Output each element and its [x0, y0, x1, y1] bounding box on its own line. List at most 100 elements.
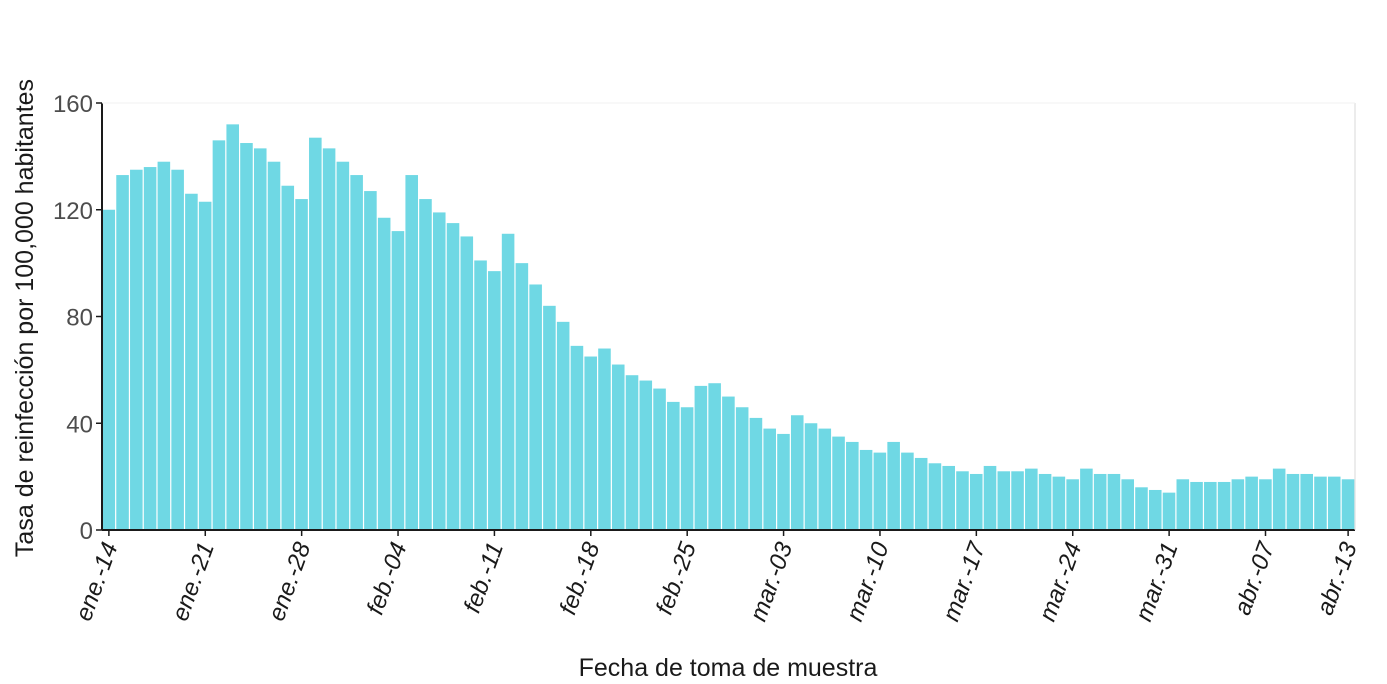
bar: [735, 407, 749, 530]
bar: [1093, 473, 1107, 530]
bar: [1148, 489, 1162, 530]
y-tick-label: 0: [80, 518, 93, 545]
x-tick-label: abr.-13: [1312, 538, 1363, 618]
bar: [157, 161, 171, 530]
x-tick-label: abr.-07: [1229, 537, 1281, 618]
bar: [240, 143, 253, 530]
y-tick-label: 120: [53, 198, 93, 225]
bar: [763, 428, 776, 530]
bar: [253, 148, 267, 530]
bar: [1327, 476, 1341, 531]
bar: [887, 441, 900, 530]
bar: [777, 433, 790, 530]
bar: [790, 415, 804, 530]
bar: [432, 212, 446, 531]
bar: [501, 233, 515, 530]
bar: [832, 436, 845, 530]
bar: [804, 423, 818, 530]
bar: [680, 407, 694, 530]
bar: [956, 471, 969, 530]
bar: [997, 471, 1011, 530]
bars-group: [102, 124, 1355, 531]
x-tick-label: feb.-18: [555, 538, 606, 618]
bar: [1217, 481, 1231, 530]
y-tick-label: 40: [66, 411, 93, 438]
bar: [377, 217, 391, 530]
bar: [1080, 468, 1093, 530]
bar: [969, 473, 983, 530]
bar: [942, 465, 955, 530]
bar: [130, 169, 143, 530]
x-tick-label: ene.-28: [263, 538, 316, 624]
bar: [1259, 479, 1272, 530]
bar: [102, 209, 116, 530]
bar: [460, 236, 474, 530]
x-tick-label: mar.-17: [938, 537, 992, 625]
bar: [983, 465, 997, 530]
bar: [529, 284, 542, 530]
bar: [309, 137, 322, 530]
bar: [873, 452, 887, 530]
x-tick-label: mar.-31: [1130, 539, 1183, 625]
bar: [281, 185, 295, 531]
bar: [1231, 479, 1245, 530]
y-axis-title: Tasa de reinfección por 100,000 habitant…: [11, 79, 39, 557]
bar: [419, 199, 432, 530]
bar: [185, 193, 198, 531]
bar: [1121, 479, 1134, 530]
bar: [116, 175, 129, 530]
bar: [405, 175, 418, 530]
bar: [859, 449, 873, 530]
y-tick-label: 80: [66, 305, 93, 332]
bar: [295, 199, 308, 530]
bar: [1190, 481, 1203, 530]
bar: [515, 263, 529, 531]
bar: [1300, 473, 1313, 530]
bar: [322, 148, 336, 530]
bar: [1245, 476, 1258, 531]
x-tick-label: mar.-03: [745, 538, 799, 625]
bar: [749, 417, 763, 530]
x-tick-label: ene.-14: [70, 539, 123, 625]
bar: [1135, 487, 1148, 530]
bar: [1011, 471, 1024, 530]
bar: [474, 260, 487, 530]
bar: [818, 428, 832, 530]
bar: [1341, 479, 1355, 530]
bar: [1176, 479, 1190, 530]
bar: [1038, 473, 1052, 530]
bar: [1204, 481, 1217, 530]
bar: [611, 364, 625, 530]
bar: [391, 231, 405, 530]
x-tick-label: ene.-21: [167, 539, 220, 625]
bar: [708, 383, 721, 530]
bar: [914, 457, 928, 530]
bar: [625, 375, 639, 530]
bar: [488, 271, 501, 530]
bar: [1066, 479, 1079, 530]
bar: [143, 167, 157, 531]
bar: [653, 388, 666, 530]
bar: [722, 396, 735, 530]
bar: [1107, 473, 1121, 530]
x-tick-label: mar.-10: [841, 538, 895, 625]
bar: [1314, 476, 1327, 531]
bar: [846, 441, 859, 530]
bar: [543, 305, 556, 530]
bar: [212, 140, 226, 531]
x-tick-label: feb.-25: [651, 538, 702, 618]
bar: [639, 380, 653, 530]
bar: [364, 191, 377, 530]
y-tick-label: 160: [53, 91, 93, 118]
bar: [598, 348, 611, 530]
x-tick-label: mar.-24: [1034, 539, 1087, 625]
bar: [694, 385, 708, 530]
bar: [667, 401, 680, 530]
bar: [1286, 473, 1300, 530]
bar: [584, 356, 597, 530]
bar: [901, 452, 914, 530]
x-tick-label: feb.-04: [362, 539, 413, 618]
bar: [1052, 476, 1066, 531]
x-axis-ticks: ene.-14 ene.-21 ene.-28 feb.-04 feb.-11 feb.-…: [70, 530, 1363, 625]
